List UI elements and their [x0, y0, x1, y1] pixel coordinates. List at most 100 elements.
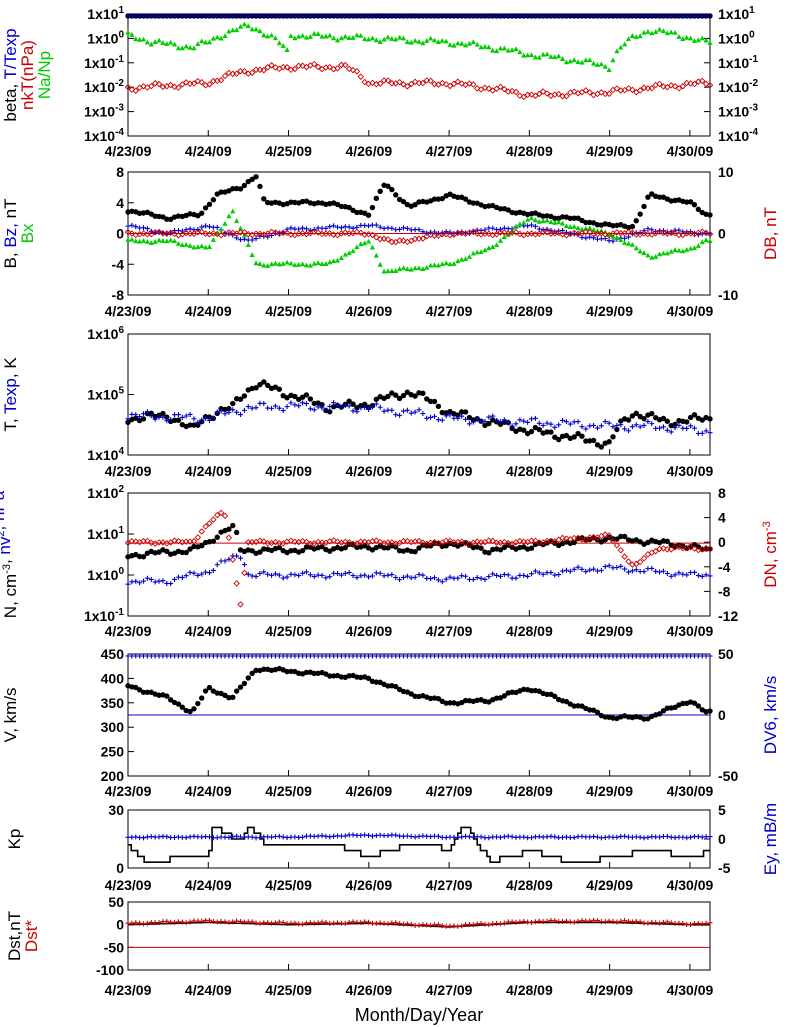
series-1-point: [575, 564, 581, 570]
series-1-point: [214, 224, 220, 230]
series-1-point: [529, 571, 535, 577]
series-1-point: [179, 414, 185, 420]
series-3-point: [408, 80, 415, 88]
date-tick-label: 4/28/09: [506, 783, 553, 799]
y-tick-label: 0: [116, 917, 124, 933]
series-0-point: [288, 668, 294, 675]
series-2-point: [164, 238, 170, 244]
series-1-point: [474, 575, 480, 581]
series-1-point: [610, 238, 616, 244]
series-2-point: [590, 533, 597, 541]
series-3-point: [458, 229, 465, 237]
series-0-point: [707, 708, 713, 714]
series-1-point: [560, 417, 566, 423]
series-0-point: [443, 543, 449, 549]
series-2-point: [362, 36, 368, 42]
date-tick-label: 4/24/09: [185, 303, 232, 319]
series-0-point: [160, 410, 166, 417]
series-1-point: [657, 569, 663, 575]
series-1-point: [501, 417, 507, 423]
series-1-point: [210, 415, 216, 421]
series-2-point: [323, 261, 329, 266]
series-2-point: [210, 35, 216, 41]
series-2-point: [594, 228, 601, 234]
series-1-point: [416, 571, 422, 577]
series-1-point: [416, 407, 422, 413]
series-1-point: [583, 426, 589, 432]
series-1-point: [366, 574, 372, 580]
series-3-point: [248, 69, 256, 76]
series-3-point: [148, 82, 155, 90]
series-0-point: [497, 547, 504, 553]
series-0-point: [276, 544, 283, 551]
series-1-point: [323, 575, 329, 581]
series-0-point: [218, 189, 224, 195]
series-0-point: [684, 419, 690, 425]
series-2-point: [226, 213, 232, 219]
series-3-point: [586, 229, 593, 236]
series-1-point: [463, 416, 469, 422]
series-1-point: [226, 834, 232, 840]
series-0-point: [552, 693, 558, 700]
series-1-point: [319, 572, 325, 578]
series-2-point: [137, 238, 143, 244]
date-tick-label: 4/28/09: [506, 143, 553, 159]
series-2-point: [664, 30, 670, 36]
series-1-point: [567, 421, 573, 427]
series-3-point: [423, 77, 430, 84]
series-0-point: [183, 549, 189, 556]
series-1-point: [641, 569, 647, 575]
series-0-point: [261, 379, 267, 385]
series-3-point: [470, 228, 477, 236]
y-tick-label: -50: [104, 939, 124, 955]
right-y-tick-label: 0: [718, 226, 726, 242]
series-2-point: [583, 57, 589, 63]
date-tick-label: 4/23/09: [105, 783, 152, 799]
series-2-point: [148, 41, 154, 47]
series-3-point: [283, 229, 291, 237]
date-tick-label: 4/26/09: [345, 303, 392, 319]
series-2-point: [649, 30, 655, 36]
series-2-point: [179, 45, 185, 51]
series-2-point: [291, 538, 299, 546]
series-2-point: [451, 42, 457, 48]
series-3-point: [508, 87, 516, 95]
series-1-point: [536, 420, 542, 426]
series-3-point: [353, 68, 361, 75]
series-1-point: [249, 237, 255, 243]
series-0-point: [389, 186, 395, 193]
series-1-point: [420, 572, 426, 578]
series-3-point: [683, 79, 690, 87]
series-1-point: [548, 421, 554, 427]
series-3-point: [140, 230, 147, 237]
series-1-point: [323, 919, 329, 925]
series-1-point: [455, 923, 461, 929]
date-tick-label: 4/23/09: [105, 463, 152, 479]
series-2-point: [606, 67, 612, 72]
series-1-point: [664, 570, 670, 576]
series-2-point: [466, 254, 473, 259]
series-0-point: [536, 426, 542, 433]
series-1-point: [366, 406, 372, 412]
series-3-point: [702, 229, 710, 237]
series-2-point: [296, 33, 302, 39]
series-0-point: [462, 697, 469, 704]
series-3-point: [217, 76, 225, 84]
series-0-point: [645, 539, 651, 546]
series-0-point: [602, 537, 608, 543]
series-2-point: [559, 56, 566, 61]
series-1-point: [296, 573, 302, 579]
series-3-point: [241, 229, 248, 236]
series-1-point: [575, 918, 581, 924]
panel-frame: [127, 492, 711, 617]
date-tick-label: 4/23/09: [105, 877, 152, 893]
series-1-point: [618, 918, 624, 924]
series-1-point: [311, 407, 317, 413]
series-2-point: [226, 28, 232, 34]
series-1-point: [622, 235, 628, 241]
series-1-point: [664, 833, 670, 839]
series-2-point: [203, 39, 209, 45]
series-1-point: [529, 222, 535, 228]
series-2-point: [559, 220, 566, 226]
series-1-point: [342, 920, 348, 926]
